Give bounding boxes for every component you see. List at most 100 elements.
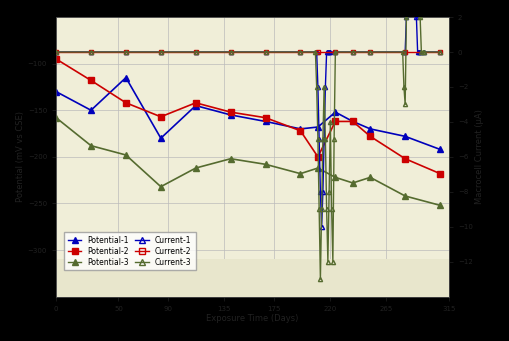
Current-2 [192,50,199,54]
Current-3 [412,0,418,2]
Potential-1 [227,113,233,117]
Current-1 [262,50,268,54]
Current-2 [88,50,94,54]
Current-3 [420,50,426,54]
Line: Current-2: Current-2 [54,50,441,54]
Current-3 [316,207,322,211]
Current-1 [325,50,331,54]
Current-3 [436,50,442,54]
Potential-3 [227,157,233,161]
Current-1 [157,50,163,54]
Current-1 [316,137,322,142]
Potential-1 [366,127,373,131]
Current-3 [349,50,355,54]
Current-3 [419,50,425,54]
Current-1 [332,50,338,54]
Current-3 [330,137,336,142]
Current-2 [436,50,442,54]
Potential-3 [262,162,268,166]
Potential-2 [332,119,338,123]
Potential-2 [349,119,355,123]
Current-1 [322,85,328,89]
Current-3 [332,50,338,54]
Potential-3 [157,184,163,189]
Potential-2 [401,157,407,161]
Potential-1 [332,110,338,114]
Potential-1 [192,104,199,108]
Y-axis label: Macrocell Current (μA): Macrocell Current (μA) [474,109,484,204]
Potential-1 [157,136,163,140]
Current-3 [227,50,233,54]
Current-1 [314,85,320,89]
Current-1 [323,50,329,54]
Potential-3 [436,203,442,207]
Current-3 [317,277,323,281]
Current-3 [297,50,303,54]
Potential-1 [262,119,268,123]
Current-3 [318,207,324,211]
Current-3 [53,50,59,54]
Potential-2 [297,129,303,133]
Potential-3 [401,194,407,198]
Current-3 [416,15,422,19]
Line: Current-3: Current-3 [54,0,441,281]
Current-3 [325,190,331,194]
Current-1 [123,50,129,54]
Line: Potential-2: Potential-2 [53,56,442,176]
Current-2 [366,50,373,54]
Current-3 [157,50,163,54]
Current-2 [262,50,268,54]
X-axis label: Exposure Time (Days): Exposure Time (Days) [206,314,298,324]
Potential-2 [123,101,129,105]
Current-2 [349,50,355,54]
Potential-3 [53,116,59,120]
Current-3 [399,50,405,54]
Current-3 [319,137,325,142]
Legend: Potential-1, Potential-2, Potential-3, Current-1, Current-2, Current-3: Potential-1, Potential-2, Potential-3, C… [64,232,195,270]
Current-1 [420,50,426,54]
Potential-2 [314,155,320,159]
Potential-2 [157,115,163,119]
Current-1 [400,50,406,54]
Current-1 [412,15,418,19]
Potential-3 [332,175,338,179]
Potential-1 [314,125,320,129]
Y-axis label: Potential (mV vs CSE): Potential (mV vs CSE) [16,112,25,202]
Current-3 [327,120,333,124]
Potential-2 [366,134,373,138]
Line: Current-1: Current-1 [54,0,441,229]
Potential-2 [53,57,59,61]
Current-2 [314,50,320,54]
Potential-2 [227,110,233,114]
Current-1 [297,50,303,54]
Current-2 [227,50,233,54]
Current-3 [366,50,373,54]
Current-3 [321,85,327,89]
Current-2 [123,50,129,54]
Potential-1 [123,76,129,80]
Current-1 [401,50,407,54]
Potential-1 [436,147,442,151]
Current-3 [323,207,329,211]
Current-2 [297,50,303,54]
Current-1 [318,225,324,229]
Current-1 [349,50,355,54]
Current-1 [416,50,422,54]
Current-1 [403,15,409,19]
Current-1 [53,50,59,54]
Line: Potential-1: Potential-1 [53,75,442,152]
Potential-3 [88,144,94,148]
Current-1 [415,50,421,54]
Potential-3 [314,166,320,170]
Current-1 [414,50,420,54]
Current-3 [314,137,320,142]
Current-3 [417,50,423,54]
Current-3 [329,260,335,264]
Current-1 [192,50,199,54]
Bar [56,260,448,297]
Potential-1 [53,90,59,94]
Current-3 [403,15,409,19]
Current-2 [157,50,163,54]
Current-3 [322,137,328,142]
Potential-2 [192,101,199,105]
